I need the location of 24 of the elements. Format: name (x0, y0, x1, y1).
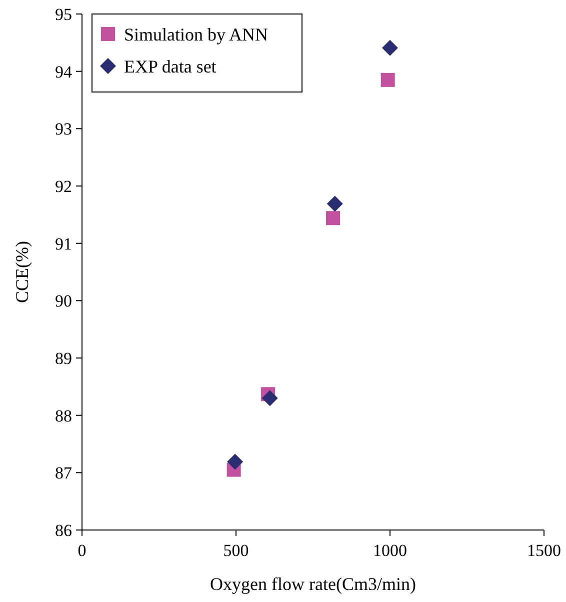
y-axis-title: CCE(%) (12, 241, 32, 303)
point (382, 40, 398, 56)
y-tick-label: 89 (55, 348, 72, 368)
point (380, 72, 395, 87)
y-tick-label: 95 (55, 4, 72, 24)
y-tick-label: 94 (55, 62, 72, 82)
y-tick-label: 91 (55, 234, 72, 254)
point (262, 390, 278, 406)
legend-label: Simulation by ANN (124, 24, 268, 44)
point (326, 211, 340, 226)
x-tick-label: 0 (78, 541, 86, 560)
y-tick-label: 93 (55, 120, 72, 139)
x-tick-label: 500 (223, 541, 249, 560)
legend-label: EXP data set (124, 56, 216, 76)
x-tick-label: 1000 (373, 541, 407, 560)
y-tick-label: 92 (55, 176, 72, 196)
x-axis-title: Oxygen flow rate(Cm3/min) (210, 574, 416, 594)
y-tick-label: 90 (55, 292, 72, 311)
y-tick-label: 86 (55, 520, 72, 540)
x-tick-label: 1500 (527, 541, 561, 560)
y-tick-label: 88 (55, 406, 72, 426)
point (227, 454, 244, 470)
point (326, 196, 343, 212)
y-tick-label: 87 (55, 464, 72, 483)
